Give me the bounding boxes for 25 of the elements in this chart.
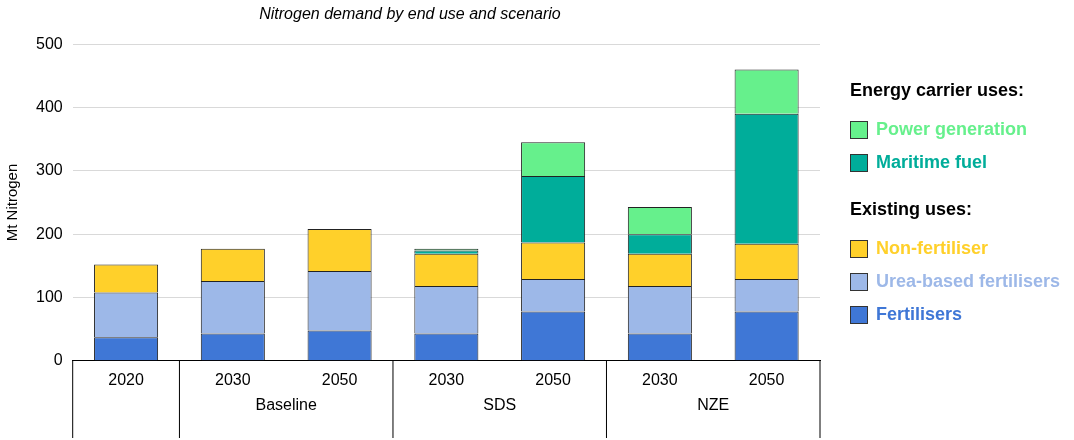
y-tick-label: 400 [35,97,63,115]
y-tick-label: 200 [35,224,63,242]
y-tick-label: 500 [35,34,63,52]
y-tick-label: 300 [35,161,63,179]
legend-label: Fertilisers [876,304,963,325]
y-axis-title: Mt Nitrogen [3,163,21,242]
text: NZE [697,396,730,414]
legend-label: Power generation [876,119,1028,140]
x-tick-label: 2050 [535,370,571,388]
text: Energy carrier uses: [850,80,1026,101]
legend-label: Non-fertiliser [876,238,989,259]
x-tick-label: 2020 [108,370,144,388]
chart-title: Nitrogen demand by end use and scenario [259,5,561,23]
x-tick-label: 2050 [321,370,358,388]
text: SDS [483,396,517,414]
y-tick-label: 100 [35,287,63,305]
x-tick-label: 2030 [215,370,251,388]
text: Existing uses: [850,199,974,220]
x-tick-label: 2050 [748,370,785,388]
legend-label: Urea-based fertilisers [876,271,1061,292]
x-tick-label: 2030 [428,370,465,388]
x-tick-label: 2030 [642,370,678,388]
legend-label: Maritime fuel [876,152,988,173]
text: Baseline [255,396,317,414]
y-tick-label: 0 [53,351,63,369]
